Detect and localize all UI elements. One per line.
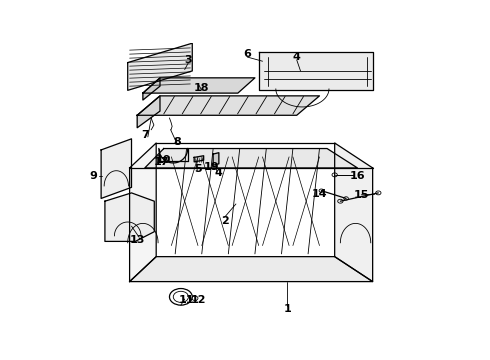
Text: 12: 12 <box>190 294 206 305</box>
Polygon shape <box>259 51 372 90</box>
Polygon shape <box>143 78 160 100</box>
Polygon shape <box>143 78 255 93</box>
Polygon shape <box>129 143 156 282</box>
Text: 19: 19 <box>203 162 219 172</box>
Polygon shape <box>335 143 372 282</box>
Text: 8: 8 <box>173 136 181 147</box>
Text: 18: 18 <box>194 82 210 93</box>
Polygon shape <box>128 43 192 90</box>
Text: 5: 5 <box>194 164 202 174</box>
Text: 14: 14 <box>312 189 327 199</box>
Text: 10: 10 <box>156 155 172 165</box>
Polygon shape <box>129 257 372 282</box>
Text: 13: 13 <box>129 235 145 245</box>
Text: 3: 3 <box>185 55 192 65</box>
Text: 9: 9 <box>90 171 98 181</box>
Text: 7: 7 <box>141 130 148 140</box>
Text: 16: 16 <box>350 171 365 181</box>
Text: 1: 1 <box>283 304 291 314</box>
Polygon shape <box>101 139 131 198</box>
Text: 15: 15 <box>354 190 369 200</box>
Text: 6: 6 <box>244 49 251 59</box>
Text: 4: 4 <box>293 52 301 62</box>
Text: 17: 17 <box>154 157 170 167</box>
Text: 4: 4 <box>215 168 223 179</box>
Polygon shape <box>105 193 154 242</box>
Polygon shape <box>194 156 204 162</box>
Polygon shape <box>145 149 358 168</box>
Polygon shape <box>137 96 319 115</box>
Text: 2: 2 <box>220 216 228 226</box>
Polygon shape <box>137 96 160 128</box>
Text: 11: 11 <box>179 294 195 305</box>
Polygon shape <box>213 153 219 165</box>
